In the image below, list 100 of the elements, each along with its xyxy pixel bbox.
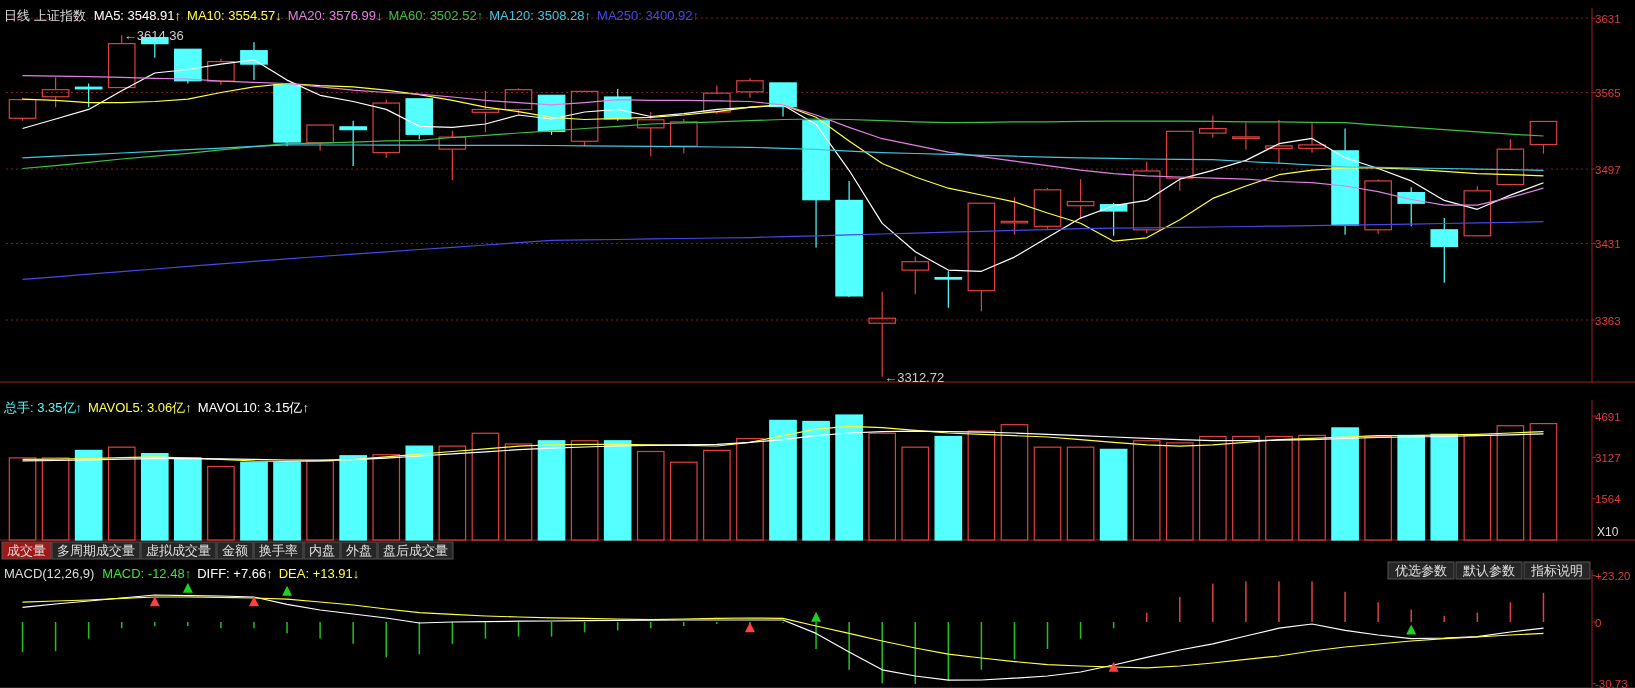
text: MA120: 3508.28↑ [489,8,592,23]
annotation: 默认参数 [1462,564,1515,578]
candlestick [1000,196,1029,236]
candlestick [769,82,797,118]
bar [603,440,632,541]
y-tick-label: 1564 [1595,493,1622,506]
candlestick [967,202,996,312]
bar [1331,427,1359,541]
bar [1099,448,1128,541]
text: MAVOL5: 3.06亿↑ [88,400,192,415]
y-tick-label: +23.20 [1595,570,1631,583]
text: 成交量 [7,543,46,558]
annotation: ←3312.72 [884,369,945,385]
bar [703,449,731,541]
annotation: 优选参数 [1395,564,1447,578]
text: 盘后成交量 [383,543,448,558]
y-tick-label: 3565 [1595,86,1621,99]
bar [1232,435,1260,541]
point [1406,624,1417,635]
bar [802,420,830,541]
line-series [21,594,1545,681]
candlestick [207,58,235,86]
text: 虚拟成交量 [146,543,211,558]
bar [1529,422,1558,541]
bar [868,432,897,541]
y-tick-label: 3631 [1595,12,1621,25]
point [744,622,755,633]
bar [967,430,996,541]
bar [1199,435,1227,541]
bar [1066,446,1095,541]
y-tick-label: 3497 [1595,163,1621,176]
line-series [21,221,1545,280]
y-tick-label: 3431 [1595,237,1621,250]
text: 金额 [222,544,248,558]
candlestick [1430,217,1459,284]
text: 换手率 [259,543,298,558]
text: MA20: 3576.99↓ [287,8,383,23]
candlestick [736,77,764,99]
text: 外盘 [346,544,372,558]
point [248,596,259,607]
candlestick [901,255,930,295]
bar [1496,425,1525,541]
bar [1364,435,1392,541]
candlestick [1298,121,1326,154]
bar [1430,433,1459,541]
series-label: DIFF: +7.66↑ [197,566,273,581]
series-label: DEA: +13.91↓ [278,566,360,581]
bar [504,443,533,541]
candlestick [306,124,334,152]
annotation: 指标说明 [1530,564,1583,578]
bar [471,432,500,541]
bar [1298,434,1326,541]
bar [570,440,599,541]
line-series [21,144,1545,171]
bar [636,450,665,541]
bar [835,414,863,541]
candlestick [934,270,963,309]
bar [669,461,698,541]
bar [107,446,136,541]
text: MA60: 3502.52↑ [388,8,484,23]
bar [74,449,103,541]
point [1108,661,1119,672]
bar [1132,440,1161,541]
candlestick [802,120,830,249]
bar [1000,424,1029,541]
text: MA5: 3548.91↑ [93,8,182,23]
candlestick [339,120,367,167]
y-tick-label: 0 [1595,616,1602,629]
y-axis-title: X10 [1597,525,1619,539]
candlestick [1331,127,1359,236]
y-tick-label: 3127 [1595,451,1621,464]
text: 内盘 [309,544,335,558]
line-series [21,82,1545,242]
line-series [21,59,1545,272]
text: MACD: -12.48↑ [102,566,192,581]
candlestick [74,82,103,108]
text: MA10: 3554.57↓ [187,8,282,23]
text: 总手: 3.35亿↑ [3,400,83,415]
candlestick [240,41,268,81]
candlestick [41,77,70,108]
candlestick [1066,178,1095,219]
candlestick [471,90,500,133]
y-tick-label: -30.73 [1595,677,1628,688]
candlestick [1232,121,1260,151]
point [811,611,822,622]
bar [1397,434,1426,541]
y-tick-label: 4691 [1595,410,1621,423]
bar [1463,434,1492,541]
bar [901,446,930,541]
chart-title: 日线 上证指数 [4,8,86,23]
bar [41,457,70,541]
annotation: ←3614.36 [123,28,184,44]
bar [1033,446,1062,541]
bar [1165,442,1194,541]
line-series [21,75,1545,206]
candlestick [703,84,731,115]
text: MAVOL10: 3.15亿↑ [197,400,309,415]
bar [1265,435,1293,541]
chart-title: MACD(12,26,9) [4,566,95,581]
bar [537,440,566,541]
